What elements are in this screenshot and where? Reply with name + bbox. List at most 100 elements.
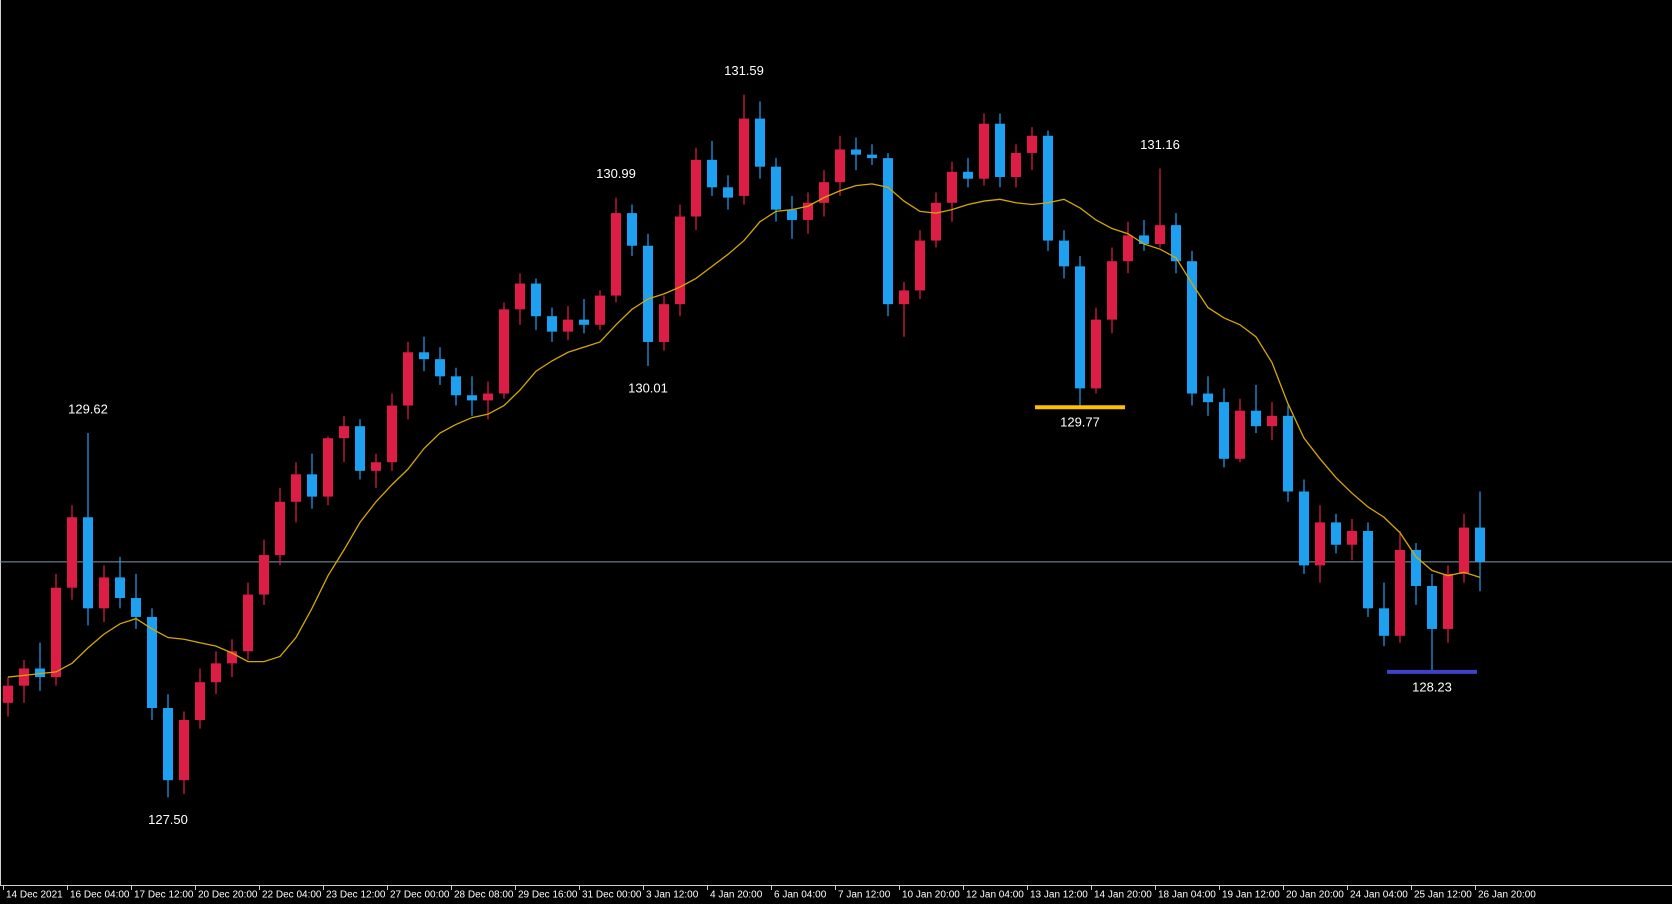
candle-body xyxy=(915,240,925,291)
candle-body xyxy=(67,517,77,588)
candle-body xyxy=(99,577,109,609)
x-tick-label: 20 Dec 20:00 xyxy=(198,890,258,901)
candle-body xyxy=(1235,410,1245,459)
candle-body xyxy=(1027,135,1037,153)
x-tick-label: 6 Jan 04:00 xyxy=(774,890,827,901)
candle-body xyxy=(419,352,429,360)
candle-body xyxy=(1315,522,1325,566)
x-tick-label: 26 Jan 20:00 xyxy=(1478,890,1536,901)
candle-body xyxy=(995,123,1005,177)
candle-body xyxy=(163,708,173,781)
candle-body xyxy=(1155,225,1165,245)
candle-body xyxy=(1363,531,1373,609)
candle-body xyxy=(803,202,813,220)
candle-body xyxy=(35,668,45,678)
candle-body xyxy=(691,159,701,217)
candle-body xyxy=(947,171,957,203)
candle-body xyxy=(1459,527,1469,574)
candle-body xyxy=(131,598,141,617)
candle-body xyxy=(19,668,29,686)
candle-body xyxy=(1187,261,1197,394)
candle-body xyxy=(819,182,829,203)
candle-body xyxy=(467,395,477,401)
x-tick-label: 14 Jan 20:00 xyxy=(1094,890,1152,901)
candle-body xyxy=(899,290,909,305)
x-tick-label: 14 Dec 2021 xyxy=(6,890,63,901)
candle-body xyxy=(1123,235,1133,262)
candle-body xyxy=(707,159,717,188)
candle-body xyxy=(211,663,221,683)
candle-body xyxy=(979,123,989,179)
candle-body xyxy=(547,316,557,332)
candle-body xyxy=(515,283,525,310)
candle-body xyxy=(179,720,189,781)
x-tick-label: 24 Jan 04:00 xyxy=(1350,890,1408,901)
candle-body xyxy=(403,352,413,406)
candle-body xyxy=(1011,152,1021,177)
candle-body xyxy=(835,149,845,183)
x-tick-label: 25 Jan 12:00 xyxy=(1414,890,1472,901)
x-tick-label: 18 Jan 04:00 xyxy=(1158,890,1216,901)
candle-body xyxy=(531,283,541,317)
extreme-label: 131.59 xyxy=(724,63,764,78)
candle-body xyxy=(1411,549,1421,586)
candle-body xyxy=(259,555,269,595)
candle-body xyxy=(1379,608,1389,636)
candle-body xyxy=(1139,235,1149,245)
extreme-label: 131.16 xyxy=(1140,137,1180,152)
candle-body xyxy=(675,216,685,305)
candle-body xyxy=(723,187,733,198)
candle-body xyxy=(499,309,509,394)
x-tick-label: 3 Jan 12:00 xyxy=(646,890,699,901)
candle-body xyxy=(387,405,397,463)
moving-average xyxy=(7,183,1481,678)
candle-body xyxy=(563,319,573,332)
candle-body xyxy=(643,245,653,342)
candle-body xyxy=(195,682,205,721)
x-tick-label: 13 Jan 12:00 xyxy=(1030,890,1088,901)
candle-body xyxy=(1347,531,1357,545)
candle-body xyxy=(931,202,941,241)
extreme-label: 127.50 xyxy=(148,812,188,827)
x-tick-label: 22 Dec 04:00 xyxy=(262,890,322,901)
candle-body xyxy=(595,295,605,325)
candle-body xyxy=(1395,549,1405,636)
candle-body xyxy=(83,517,93,609)
candle-body xyxy=(771,166,781,210)
candle-body xyxy=(1443,573,1453,629)
candle-body xyxy=(1075,266,1085,389)
extreme-label: 130.01 xyxy=(628,380,668,395)
candle-body xyxy=(1171,225,1181,262)
x-tick-label: 16 Dec 04:00 xyxy=(70,890,130,901)
candle-body xyxy=(739,118,749,196)
candle-body xyxy=(243,594,253,652)
candle-body xyxy=(1059,240,1069,267)
x-tick-label: 27 Dec 00:00 xyxy=(390,890,450,901)
candle-body xyxy=(787,209,797,220)
x-tick-label: 4 Jan 20:00 xyxy=(710,890,763,901)
candle-body xyxy=(451,376,461,396)
candle-body xyxy=(275,501,285,556)
x-tick-label: 23 Dec 12:00 xyxy=(326,890,386,901)
candle-body xyxy=(1331,522,1341,545)
x-tick-label: 19 Jan 12:00 xyxy=(1222,890,1280,901)
candle-body xyxy=(483,393,493,401)
candle-body xyxy=(291,474,301,502)
candle-body xyxy=(963,171,973,179)
candle-body xyxy=(1043,135,1053,241)
level-label: 129.77 xyxy=(1060,415,1100,430)
candle-body xyxy=(339,426,349,439)
candle-body xyxy=(3,685,13,703)
extreme-label: 130.99 xyxy=(596,166,636,181)
x-tick-label: 12 Jan 04:00 xyxy=(966,890,1024,901)
extreme-label: 129.62 xyxy=(68,401,108,416)
candle-body xyxy=(371,462,381,471)
x-tick-label: 28 Dec 08:00 xyxy=(454,890,514,901)
x-tick-label: 31 Dec 00:00 xyxy=(582,890,642,901)
candle-body xyxy=(115,577,125,599)
x-tick-label: 7 Jan 12:00 xyxy=(838,890,891,901)
x-tick-label: 17 Dec 12:00 xyxy=(134,890,194,901)
candle-body xyxy=(1427,585,1437,629)
candle-body xyxy=(307,474,317,497)
